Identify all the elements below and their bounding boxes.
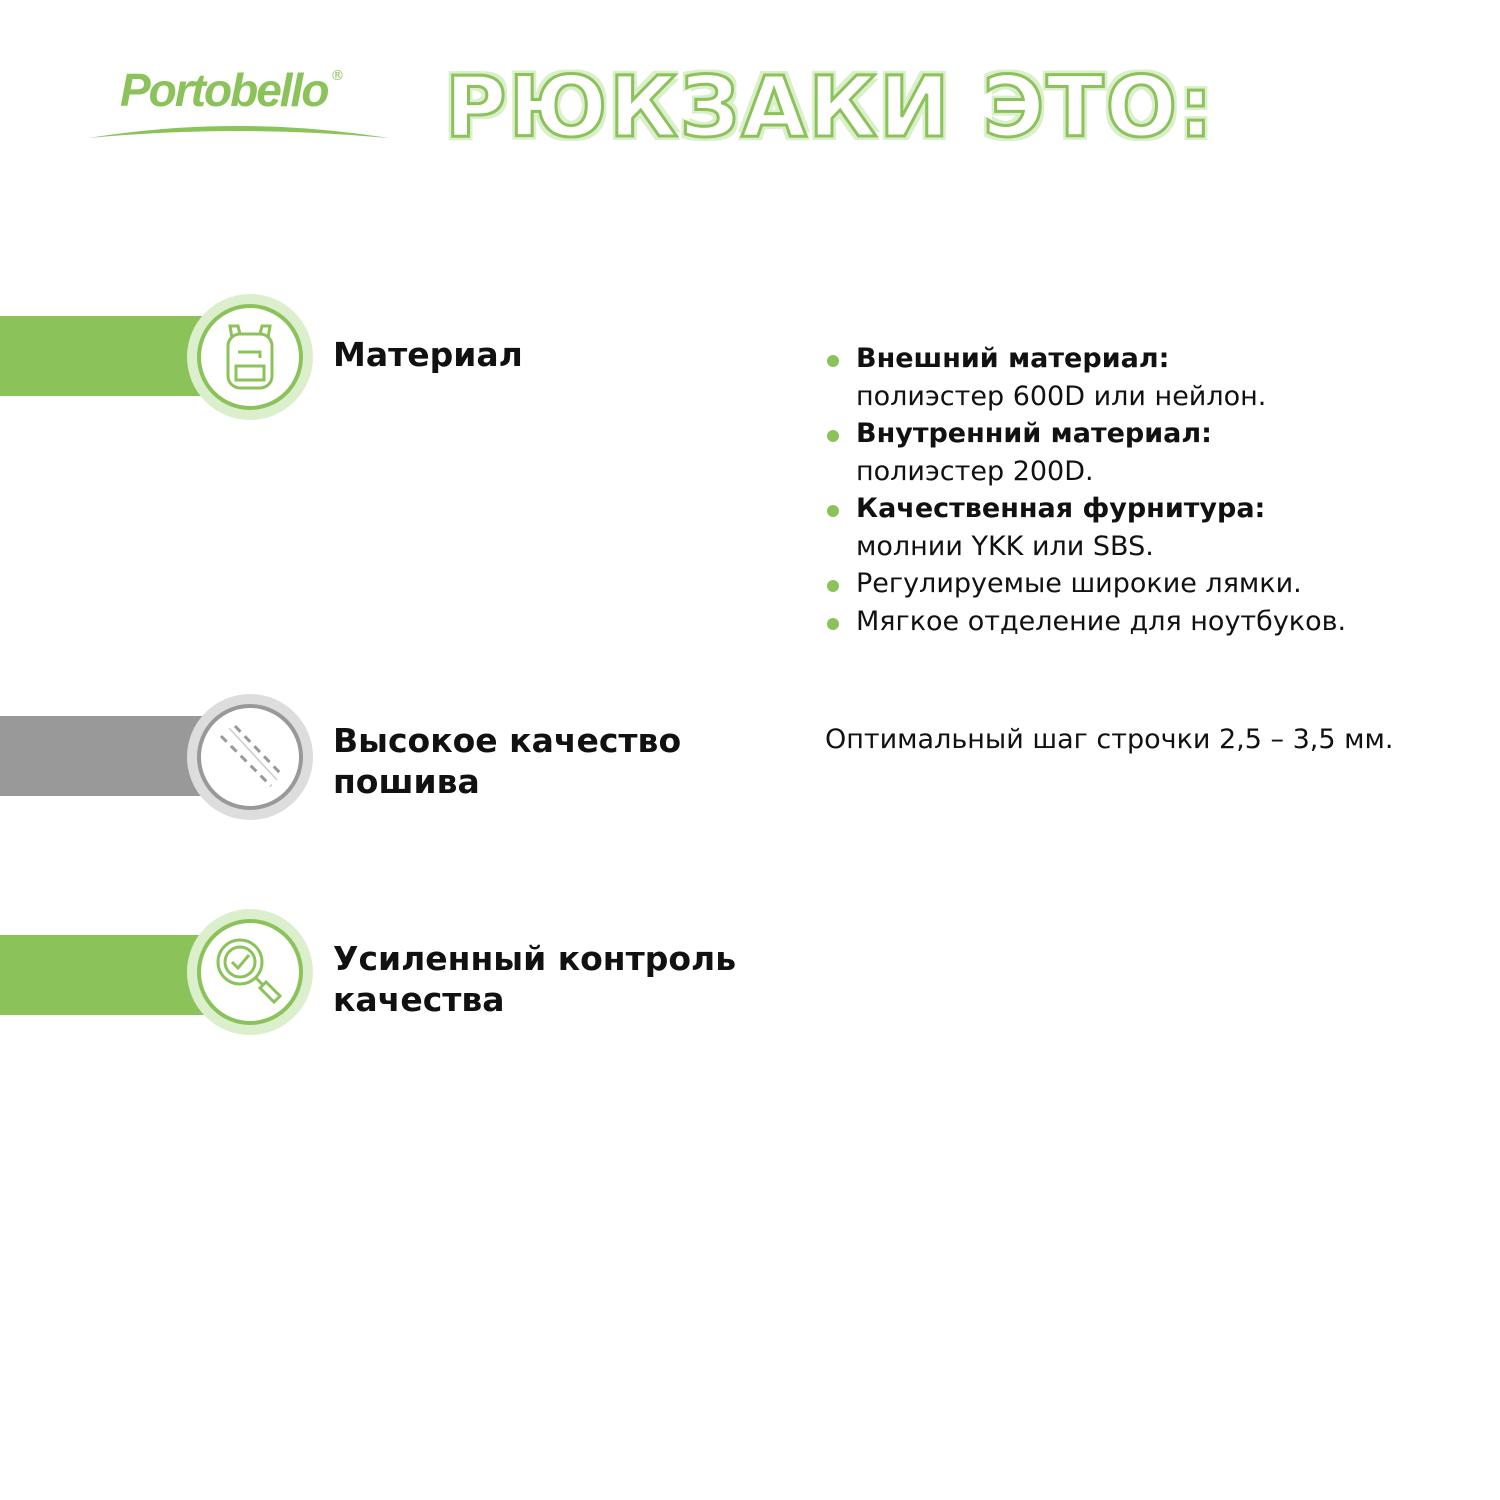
heading-line: пошива bbox=[333, 762, 480, 801]
heading-line: Усиленный контроль bbox=[333, 939, 737, 978]
heading-line: Высокое качество bbox=[333, 721, 682, 760]
list-item-text: полиэстер 200D. bbox=[856, 455, 1094, 487]
backpack-icon bbox=[226, 324, 274, 390]
icon-badge bbox=[187, 909, 313, 1035]
portobello-logo: Portobello ® bbox=[88, 62, 408, 142]
list-item-text: полиэстер 600D или нейлон. bbox=[856, 380, 1267, 412]
stitching-icon bbox=[219, 724, 283, 788]
icon-badge-inner bbox=[197, 704, 303, 810]
logo-wordmark: Portobello ® bbox=[120, 62, 344, 118]
icon-badge bbox=[187, 294, 313, 420]
list-item: Мягкое отделение для ноутбуков. bbox=[825, 603, 1346, 641]
stitch-description: Оптимальный шаг строчки 2,5 – 3,5 мм. bbox=[825, 724, 1394, 755]
heading-line: качества bbox=[333, 980, 505, 1019]
section-heading-material: Материал bbox=[333, 335, 523, 374]
icon-badge-inner bbox=[197, 304, 303, 410]
logo-swoosh bbox=[88, 126, 388, 138]
list-item-label: Внутренний материал: bbox=[856, 418, 1212, 449]
icon-badge bbox=[187, 694, 313, 820]
list-item: Регулируемые широкие лямки. bbox=[825, 565, 1346, 603]
list-item: Качественная фурнитура: молнии YKK или SB… bbox=[825, 490, 1346, 565]
material-list: Внешний материал: полиэстер 600D или нейл… bbox=[825, 340, 1346, 640]
list-item-text: молнии YKK или SBS. bbox=[856, 530, 1154, 562]
list-item: Внутренний материал: полиэстер 200D. bbox=[825, 415, 1346, 490]
list-item-text: Регулируемые широкие лямки. bbox=[856, 568, 1302, 599]
section-heading-stitching: Высокое качество пошива bbox=[333, 720, 681, 802]
logo-text: Portobello bbox=[120, 64, 329, 116]
list-item: Внешний материал: полиэстер 600D или нейл… bbox=[825, 340, 1346, 415]
icon-badge-inner bbox=[197, 919, 303, 1025]
list-item-label: Качественная фурнитура: bbox=[856, 493, 1266, 524]
registered-mark: ® bbox=[330, 68, 345, 84]
section-heading-quality-control: Усиленный контроль качества bbox=[333, 938, 736, 1020]
list-item-text: Мягкое отделение для ноутбуков. bbox=[856, 605, 1347, 637]
list-item-label: Внешний материал: bbox=[856, 343, 1170, 374]
page-title: РЮКЗАКИ ЭТО: bbox=[444, 57, 1215, 158]
magnifier-check-icon bbox=[216, 938, 283, 1005]
